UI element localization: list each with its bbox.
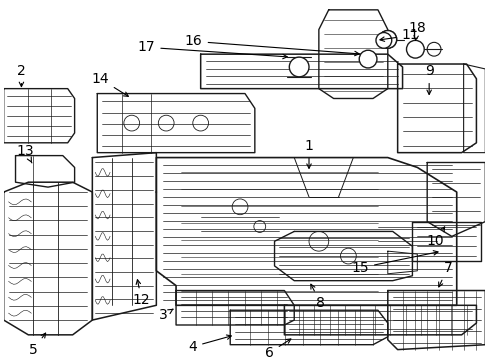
- Polygon shape: [156, 158, 456, 305]
- Text: 7: 7: [438, 261, 451, 287]
- Circle shape: [289, 57, 308, 77]
- Text: 8: 8: [310, 284, 325, 310]
- Polygon shape: [387, 291, 484, 350]
- Polygon shape: [284, 305, 475, 335]
- Polygon shape: [200, 54, 402, 89]
- Polygon shape: [411, 222, 480, 261]
- Text: 4: 4: [188, 335, 231, 354]
- Text: 9: 9: [424, 64, 433, 94]
- Polygon shape: [387, 251, 416, 274]
- Circle shape: [406, 40, 424, 58]
- Text: 10: 10: [426, 227, 444, 248]
- Circle shape: [359, 50, 376, 68]
- Polygon shape: [4, 182, 92, 335]
- Circle shape: [375, 32, 391, 48]
- Polygon shape: [92, 153, 156, 320]
- Polygon shape: [4, 89, 75, 143]
- Text: 18: 18: [407, 21, 426, 40]
- Text: 6: 6: [264, 339, 290, 360]
- Polygon shape: [274, 231, 411, 281]
- Text: 14: 14: [91, 72, 128, 96]
- Text: 13: 13: [17, 144, 34, 163]
- Polygon shape: [176, 291, 294, 325]
- Polygon shape: [463, 64, 484, 153]
- Polygon shape: [230, 310, 387, 345]
- Text: 11: 11: [379, 28, 419, 42]
- Text: 3: 3: [159, 308, 173, 322]
- Polygon shape: [427, 162, 484, 237]
- Text: 1: 1: [304, 139, 313, 168]
- Text: 2: 2: [17, 64, 26, 87]
- Polygon shape: [16, 156, 75, 187]
- Text: 17: 17: [138, 40, 286, 59]
- Text: 12: 12: [133, 280, 150, 307]
- Polygon shape: [97, 94, 254, 153]
- Text: 16: 16: [184, 34, 358, 56]
- Circle shape: [378, 31, 396, 48]
- Polygon shape: [318, 10, 387, 99]
- Text: 15: 15: [351, 251, 437, 275]
- Text: 5: 5: [29, 333, 45, 357]
- Polygon shape: [397, 64, 475, 153]
